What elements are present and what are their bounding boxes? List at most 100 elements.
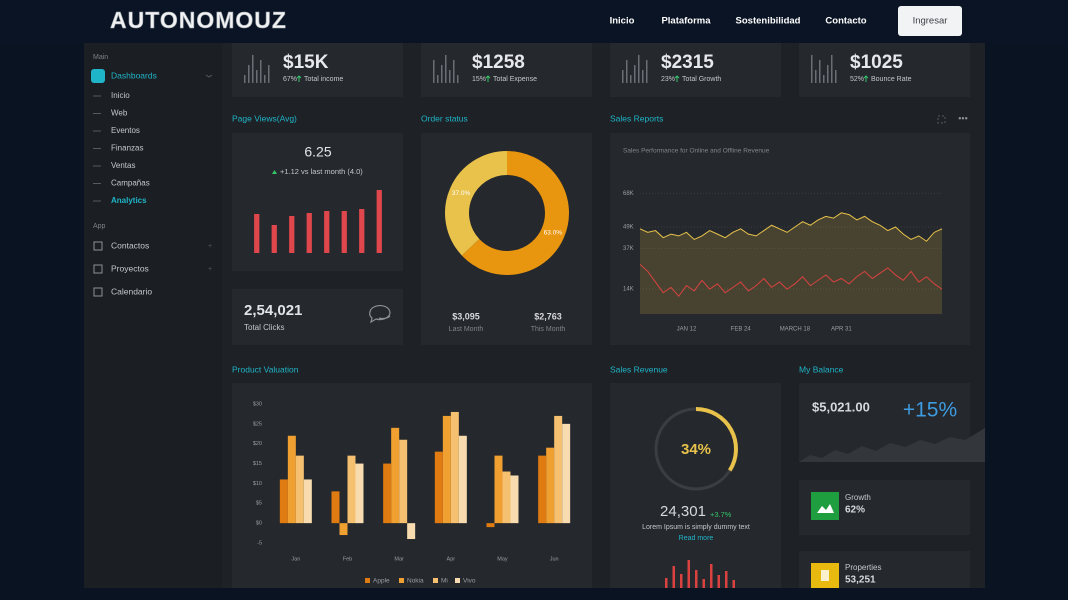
expand-icon[interactable] <box>937 115 946 124</box>
bar <box>306 213 312 253</box>
sparkline-bar <box>630 75 632 83</box>
x-tick-label: APR 31 <box>831 327 852 333</box>
bar <box>562 423 571 524</box>
sparkline-bar <box>244 75 246 83</box>
bar <box>339 523 348 536</box>
app-menu: Contactos + Proyectos + Calendario <box>93 240 212 297</box>
kpi-change: +1.12 vs last month (4.0) <box>280 167 363 176</box>
sidebar <box>84 43 222 588</box>
submenu-item[interactable]: Campañas <box>111 179 150 188</box>
legend-swatch <box>455 578 460 583</box>
sparkline-bar <box>252 55 254 83</box>
nav-link[interactable]: Inicio <box>610 16 635 27</box>
submenu-item[interactable]: Ventas <box>111 161 135 170</box>
item-value: 62% <box>845 505 865 516</box>
panel-title: Product Valuation <box>232 364 299 374</box>
logo[interactable]: AUTONOMOUZ <box>110 7 287 34</box>
revenue-text: Lorem Ipsum is simply dummy text <box>642 524 750 531</box>
slice-label: 63.0% <box>544 230 563 237</box>
growth-glyph <box>817 504 834 513</box>
bar <box>271 225 277 253</box>
menu-item[interactable]: Dashboards <box>111 70 157 80</box>
sparkline-bar <box>642 70 644 83</box>
stat-value: $2315 <box>661 52 714 73</box>
x-tick-label: Jan <box>291 556 300 562</box>
balance-change: +15% <box>903 399 957 422</box>
bar <box>502 471 511 524</box>
balance-sparkline <box>799 428 985 462</box>
login-label[interactable]: Ingresar <box>913 16 948 27</box>
bar <box>486 523 495 528</box>
nav-link[interactable]: Sostenibilidad <box>736 16 801 27</box>
bar <box>510 475 519 524</box>
sparkline-bar <box>256 70 258 83</box>
section-title: Main <box>93 54 108 61</box>
top-nav <box>0 0 1068 43</box>
mini-bar <box>687 560 690 588</box>
mini-bar <box>702 579 705 588</box>
submenu-item[interactable]: Eventos <box>111 126 140 135</box>
legend-label: Vivo <box>463 578 476 585</box>
x-tick-label: JAN 12 <box>677 327 697 333</box>
menu-item[interactable]: Contactos <box>111 240 149 250</box>
submenu-item[interactable]: Finanzas <box>111 144 143 153</box>
donut-slice <box>445 151 508 256</box>
legend-label: Apple <box>373 578 390 585</box>
read-more[interactable]: Read more <box>679 535 714 542</box>
item-label: Growth <box>845 493 871 502</box>
stat-cards: $15K 67% Total income $1258 15% Total Expense… <box>232 43 970 97</box>
sparkline-bar <box>622 70 624 83</box>
bar <box>546 447 555 524</box>
sparkline-bar <box>835 70 837 83</box>
x-tick-label: Mar <box>394 556 404 562</box>
y-tick-label: $0 <box>256 521 262 527</box>
chevron <box>205 74 213 78</box>
panel-title: My Balance <box>799 364 844 374</box>
y-tick-label: -5 <box>257 540 262 546</box>
series-line <box>639 263 943 298</box>
gauge-arc <box>695 407 738 472</box>
menu-item[interactable]: Calendario <box>111 286 152 296</box>
bar <box>391 427 400 524</box>
bar <box>434 451 443 524</box>
y-tick-label: $25 <box>253 421 262 427</box>
properties-glyph <box>821 570 829 581</box>
panel-title: Sales Reports <box>610 113 663 123</box>
y-tick-label: $10 <box>253 481 262 487</box>
bar <box>289 216 295 253</box>
mini-bar <box>710 564 713 588</box>
login-button[interactable] <box>898 6 962 36</box>
mini-bar <box>680 574 683 588</box>
nav-link[interactable]: Plataforma <box>661 16 711 27</box>
menu-icon <box>93 264 103 274</box>
summary-value: $3,095 <box>452 311 480 321</box>
bar <box>450 411 459 524</box>
submenu-item[interactable]: Web <box>111 109 128 118</box>
submenu-item[interactable]: Analytics <box>111 196 147 205</box>
sparkline-bar <box>457 75 459 83</box>
sparkline-bar <box>831 55 833 83</box>
y-tick-label: 14K <box>623 287 634 293</box>
sparkline-bar <box>268 65 270 83</box>
stat-value: $1258 <box>472 52 525 73</box>
bar <box>383 463 392 524</box>
summary-label: This Month <box>531 326 566 333</box>
nav-link[interactable]: Contacto <box>825 16 866 27</box>
sparkline-bar <box>433 60 435 83</box>
mini-bar <box>672 566 675 588</box>
menu-item[interactable]: Proyectos <box>111 263 149 273</box>
panel-title: Order status <box>421 113 468 123</box>
stat-percent: 67% <box>283 76 297 83</box>
mini-bar <box>725 571 728 588</box>
y-tick-label: $20 <box>253 441 262 447</box>
gauge-label: 34% <box>681 441 711 458</box>
x-tick-label: Jun <box>550 556 559 562</box>
sparkline-bar <box>827 65 829 83</box>
sparkline-bar <box>634 65 636 83</box>
mini-bar <box>732 580 735 588</box>
x-tick-label: MARCH 18 <box>780 327 811 333</box>
submenu-item[interactable]: Inicio <box>111 91 130 100</box>
expand-icon: + <box>208 243 212 250</box>
menu-icon[interactable]: ••• <box>958 113 967 123</box>
